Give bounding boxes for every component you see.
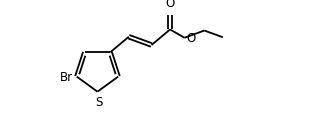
Text: O: O — [165, 0, 175, 10]
Text: Br: Br — [60, 71, 73, 84]
Text: S: S — [95, 96, 103, 109]
Text: O: O — [187, 32, 196, 45]
